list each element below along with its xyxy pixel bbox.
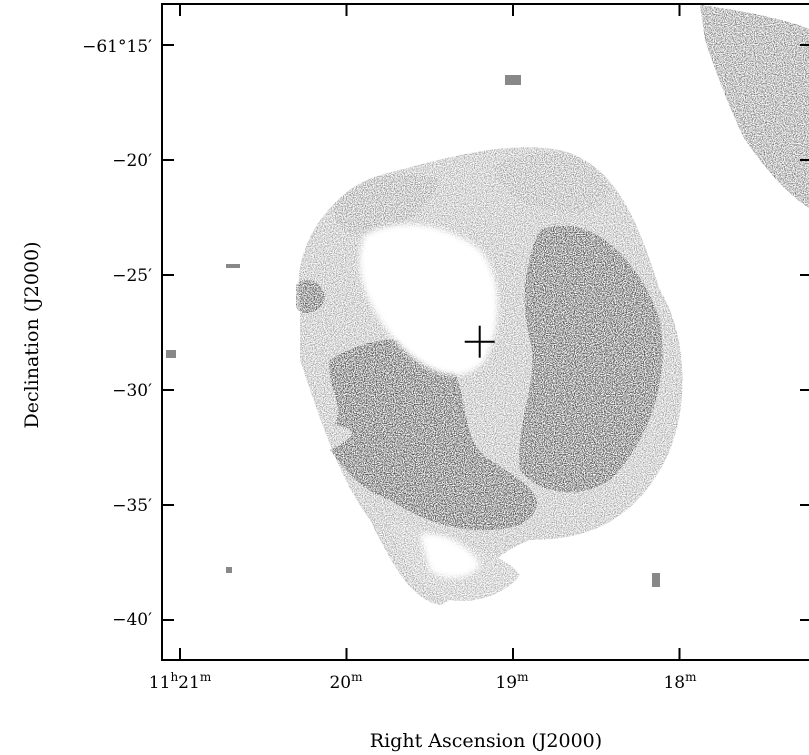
ra-label-1-msup: m [351,670,363,684]
noise-specks [166,75,660,587]
dec-label-3: −30′ [112,381,152,401]
ra-label-0-msup: m [200,670,212,684]
dec-label-0: −61°15′ [82,37,152,57]
ra-label-0: 11h21m [149,670,212,693]
top-right-arc [495,152,610,213]
ra-label-3: 18m [663,670,697,693]
y-axis-title: Declination (J2000) [21,241,43,428]
ra-label-2-msup: m [517,670,529,684]
dec-label-1: −20′ [112,151,152,171]
dec-label-4: −35′ [112,496,152,516]
ra-label-0-hours: 11 [149,673,171,693]
ra-label-3-min: 18 [663,673,685,693]
center-cross-marker [464,325,495,358]
plot-frame [161,3,809,661]
ra-label-2: 19m [495,670,529,693]
ra-tick-labels: 11h21m 20m 19m 18m [149,670,697,693]
dec-label-5: −40′ [112,610,152,630]
ra-label-1-min: 20 [329,673,351,693]
axis-ticks [162,4,809,660]
ra-label-2-min: 19 [495,673,517,693]
ra-label-3-msup: m [685,670,697,684]
ra-label-0-min: 21 [178,673,200,693]
neighbour-source [700,5,809,208]
top-left-arc [334,174,440,235]
dec-label-2: −25′ [112,266,152,286]
x-axis-title: Right Ascension (J2000) [370,730,602,752]
dark-region-east [519,225,663,493]
dark-region-southwest [329,339,537,531]
cavity-south [420,534,480,578]
nebula-image [166,5,809,605]
ra-label-0-hsup: h [170,670,178,684]
dark-patch-nw [296,279,325,313]
ra-label-1: 20m [329,670,363,693]
dec-tick-labels: −61°15′ −20′ −25′ −30′ −35′ −40′ [82,37,152,630]
central-cavity [359,224,498,375]
